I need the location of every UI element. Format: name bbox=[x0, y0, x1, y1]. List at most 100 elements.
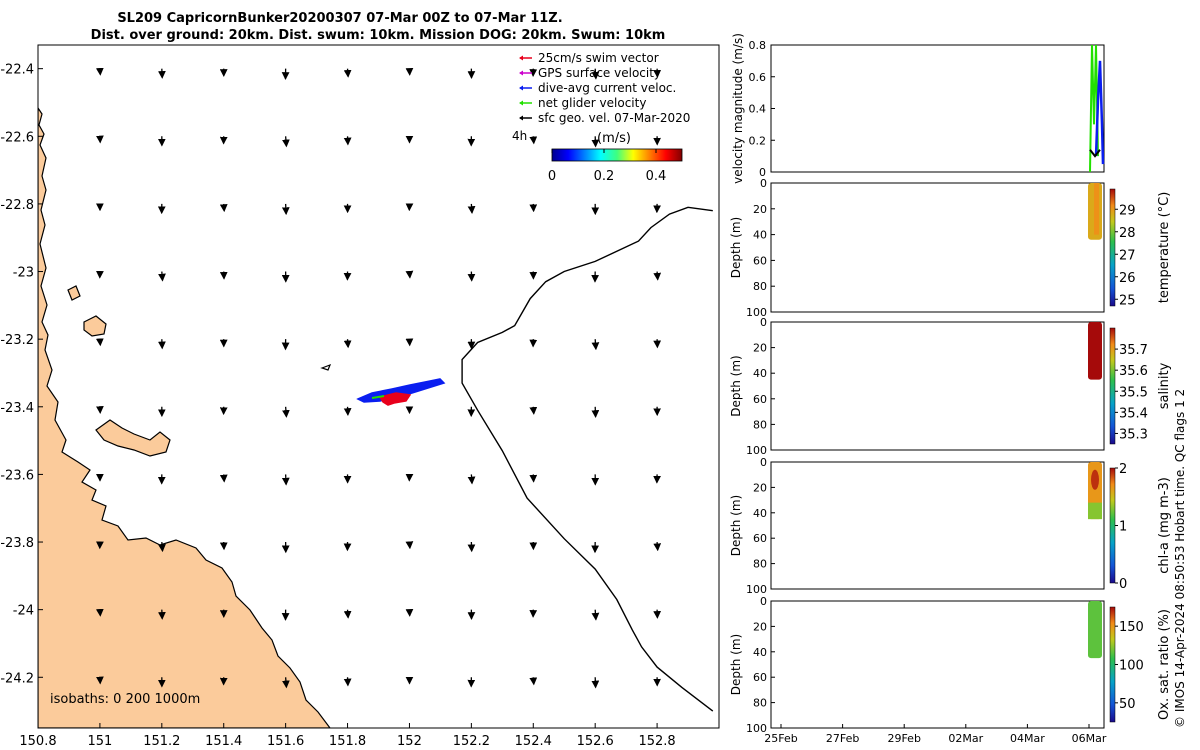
island-1 bbox=[83, 315, 107, 337]
profile-data-block bbox=[1088, 322, 1102, 380]
land-mass bbox=[38, 106, 331, 728]
profile-axes bbox=[770, 182, 1105, 313]
profile-y-tick-label: 0 bbox=[760, 177, 767, 190]
map-x-tick-label: 152.2 bbox=[453, 734, 490, 749]
time-x-tick-label: 27Feb bbox=[826, 732, 859, 745]
legend-entry-label: sfc geo. vel. 07-Mar-2020 bbox=[538, 111, 690, 125]
velocity-y-tick-label: 0.2 bbox=[749, 134, 767, 147]
geo-velocity-arrow bbox=[653, 541, 662, 552]
map-y-tick-label: -22.8 bbox=[0, 198, 34, 213]
geo-velocity-arrow bbox=[653, 271, 662, 281]
colorbar-tick-label: 50 bbox=[1119, 697, 1136, 712]
profile-data-lower-patch bbox=[1088, 502, 1102, 520]
legend-swatch-head bbox=[519, 115, 523, 121]
map-panel: 150.8 151 151.2 151.4 151.6 151.8 152 152.2 152.… bbox=[0, 44, 720, 749]
velocity-y-tick-label: 0.8 bbox=[749, 39, 767, 52]
profile-y-tick-label: 40 bbox=[753, 229, 767, 242]
net-velocity-series bbox=[1089, 44, 1099, 173]
profile-panel-2: 0 20 40 60 80 100 Depth (m) 35.3 35.4 35.5 35.6 35.… bbox=[729, 316, 1172, 457]
colorbar-tick-label: 25 bbox=[1119, 293, 1136, 308]
colorbar-tick-label: 150 bbox=[1119, 620, 1144, 635]
velocity-y-tick-label: 0 bbox=[759, 166, 766, 179]
legend-time-label: 4h bbox=[512, 129, 527, 143]
map-y-tick-label: -23.6 bbox=[0, 468, 34, 483]
geo-velocity-arrow bbox=[282, 677, 290, 689]
map-y-tick-label: -24.2 bbox=[0, 671, 34, 686]
time-x-tick-label: 04Mar bbox=[1010, 732, 1045, 745]
colorbar-tick-label: 35.6 bbox=[1119, 364, 1148, 379]
glider-track bbox=[356, 378, 446, 406]
map-x-ticks: 150.8 151 151.2 151.4 151.6 151.8 152 152.2 152.… bbox=[19, 723, 676, 749]
title-line-2: Dist. over ground: 20km. Dist. swum: 10k… bbox=[91, 28, 666, 43]
speed-colorbar-ticks: 0 0.2 0.4 bbox=[548, 149, 666, 184]
profile-y-tick-label: 40 bbox=[753, 507, 767, 520]
map-y-ticks: -22.4 -22.6 -22.8 -23 -23.2 -23.4 -23.6 -23.8 -2… bbox=[0, 63, 43, 686]
map-y-tick-label: -24 bbox=[13, 604, 34, 619]
swim-vector-track bbox=[378, 392, 412, 406]
geo-velocity-series bbox=[1089, 149, 1101, 158]
profile-y-tick-label: 60 bbox=[753, 671, 767, 684]
map-y-tick-label: -23.2 bbox=[0, 333, 34, 348]
colorbar-variable-label: salinity bbox=[1157, 362, 1172, 409]
map-y-tick-label: -22.4 bbox=[0, 63, 34, 78]
profile-y-tick-label: 40 bbox=[753, 367, 767, 380]
profile-y-axis-label: Depth (m) bbox=[729, 217, 743, 278]
copyright-note: © IMOS 14-Apr-2024 08:50:53 Hobart time.… bbox=[1173, 389, 1187, 728]
profile-y-tick-label: 100 bbox=[746, 583, 767, 596]
net-velocity-track bbox=[371, 395, 385, 399]
profile-colorbar bbox=[1109, 188, 1116, 307]
profile-y-tick-label: 100 bbox=[746, 306, 767, 319]
island-3 bbox=[320, 363, 332, 371]
geo-velocity-arrow bbox=[467, 203, 476, 214]
profile-panel-4: 0 20 40 60 80 100 Depth (m) 50 100 150 Ox. sat. ra… bbox=[729, 595, 1172, 745]
colorbar-tick-label: 100 bbox=[1119, 659, 1144, 674]
colorbar-tick-label: 0 bbox=[1119, 577, 1127, 592]
colorbar-variable-label: chl-a (mg m-3) bbox=[1157, 477, 1172, 574]
colorbar-variable-label: temperature (°C) bbox=[1157, 192, 1172, 304]
velocity-axes bbox=[770, 44, 1105, 173]
colorbar-tick-label: 0 bbox=[548, 169, 556, 184]
profile-y-tick-label: 80 bbox=[753, 558, 767, 571]
velocity-y-axis-label: velocity magnitude (m/s) bbox=[731, 33, 745, 184]
profile-y-tick-label: 80 bbox=[753, 418, 767, 431]
map-x-tick-label: 151.4 bbox=[205, 734, 242, 749]
colorbar-tick-label: 35.7 bbox=[1119, 343, 1148, 358]
profile-data-streak bbox=[1094, 183, 1099, 235]
map-x-tick-label: 151.2 bbox=[143, 734, 180, 749]
legend-entry-label: dive-avg current veloc. bbox=[538, 81, 676, 95]
map-x-tick-label: 152.4 bbox=[515, 734, 552, 749]
speed-colorbar bbox=[551, 148, 683, 162]
colorbar-tick-label: 28 bbox=[1119, 226, 1136, 241]
geo-velocity-arrow bbox=[591, 609, 600, 621]
profile-axes bbox=[770, 461, 1105, 590]
title-line-1: SL209 CapricornBunker20200307 07-Mar 00Z… bbox=[117, 11, 562, 26]
geo-velocity-arrow bbox=[467, 474, 476, 485]
time-x-tick-label: 06Mar bbox=[1072, 732, 1107, 745]
profile-y-axis-label: Depth (m) bbox=[729, 495, 743, 556]
legend-swatch-head bbox=[519, 70, 523, 76]
time-x-tick-label: 29Feb bbox=[887, 732, 920, 745]
legend-entry-label: 25cm/s swim vector bbox=[538, 51, 659, 65]
geo-velocity-arrow bbox=[158, 541, 166, 553]
colorbar-tick-label: 35.4 bbox=[1119, 406, 1148, 421]
geo-velocity-arrow bbox=[343, 339, 352, 349]
profile-data-max-patch bbox=[1091, 469, 1099, 490]
geo-velocity-arrow bbox=[529, 406, 538, 415]
colorbar-tick-label: 35.3 bbox=[1119, 427, 1148, 442]
map-x-tick-label: 151 bbox=[87, 734, 112, 749]
profile-data-block bbox=[1088, 601, 1102, 659]
velocity-panel: 0 0.2 0.4 0.6 0.8 velocity magnitude (m/s) bbox=[731, 33, 1105, 184]
profile-axes bbox=[770, 600, 1105, 729]
map-y-tick-label: -23.8 bbox=[0, 536, 34, 551]
current-velocity-series bbox=[1094, 60, 1105, 165]
time-x-tick-label: 02Mar bbox=[948, 732, 983, 745]
profile-y-axis-label: Depth (m) bbox=[729, 634, 743, 695]
profile-y-tick-label: 80 bbox=[753, 280, 767, 293]
geo-velocity-arrow bbox=[158, 271, 166, 282]
profile-colorbar bbox=[1109, 467, 1116, 584]
legend-entry-label: GPS surface velocity bbox=[538, 66, 661, 80]
legend-entry-label: net glider velocity bbox=[538, 96, 646, 110]
geo-velocity-arrow bbox=[282, 406, 290, 418]
